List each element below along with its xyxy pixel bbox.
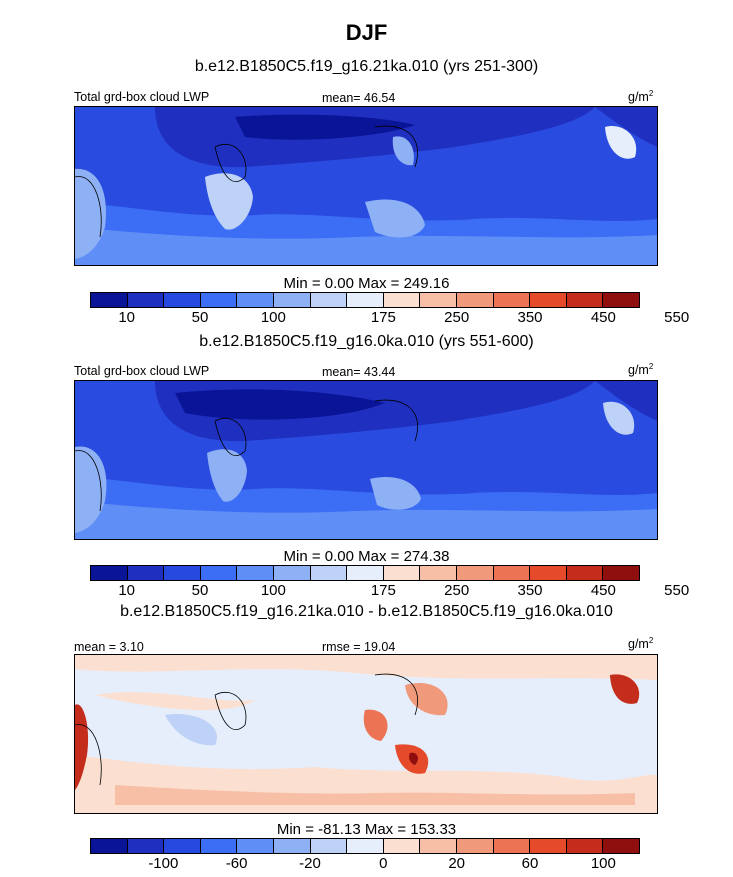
colorbar-swatch: [273, 566, 311, 580]
colorbar-swatch: [566, 566, 604, 580]
panel-3-rmse-label: rmse = 19.04: [322, 640, 396, 654]
colorbar-swatch: [347, 566, 384, 580]
colorbar-tick-label: 100: [260, 309, 286, 326]
colorbar-tick-label: 50: [191, 582, 209, 599]
colorbar-swatch: [310, 566, 348, 580]
colorbar-tick-label: 60: [521, 855, 539, 872]
panel-3-units: g/m2: [628, 636, 654, 652]
colorbar-tick-label: 350: [517, 309, 543, 326]
colorbar-swatch: [530, 293, 567, 307]
colorbar-tick-label: 10: [118, 309, 135, 326]
colorbar-tick-label: 100: [260, 582, 286, 599]
colorbar-swatch: [493, 839, 531, 853]
panel-1-title: b.e12.B1850C5.f19_g16.21ka.010 (yrs 251-…: [194, 58, 539, 75]
colorbar-swatch: [530, 839, 567, 853]
panel-2-mean-label: mean= 43.44: [322, 365, 396, 379]
colorbar-swatch: [603, 839, 639, 853]
panel-2-title: b.e12.B1850C5.f19_g16.0ka.010 (yrs 551-6…: [199, 333, 534, 350]
colorbar-swatch: [383, 293, 421, 307]
colorbar-swatch: [383, 566, 421, 580]
colorbar-tick-label: 250: [444, 582, 470, 599]
colorbar-swatch: [456, 566, 494, 580]
panel-3-colorbar: [90, 838, 640, 854]
colorbar-tick-label: 20: [448, 855, 465, 872]
colorbar-swatch: [566, 293, 604, 307]
colorbar-tick-label: 550: [664, 309, 690, 326]
colorbar-swatch: [456, 293, 494, 307]
colorbar-tick-label: 10: [118, 582, 135, 599]
colorbar-swatch: [603, 293, 639, 307]
panel-1-map: [74, 106, 658, 266]
panel-1-units: g/m2: [628, 89, 654, 105]
colorbar-tick-label: 175: [370, 582, 396, 599]
panel-1-colorbar: [90, 292, 640, 308]
colorbar-swatch: [164, 839, 201, 853]
colorbar-tick-label: -20: [299, 855, 321, 872]
panel-3-minmax: Min = -81.13 Max = 153.33: [276, 821, 457, 838]
panel-1-map-svg: [75, 107, 657, 265]
colorbar-swatch: [164, 566, 201, 580]
colorbar-swatch: [420, 566, 457, 580]
colorbar-swatch: [91, 839, 128, 853]
panel-3-map: [74, 654, 658, 814]
colorbar-tick-label: 50: [191, 309, 209, 326]
panel-2-minmax: Min = 0.00 Max = 274.38: [283, 548, 450, 565]
colorbar-swatch: [200, 839, 238, 853]
colorbar-tick-label: 450: [590, 309, 616, 326]
colorbar-swatch: [91, 566, 128, 580]
colorbar-swatch: [200, 293, 238, 307]
colorbar-tick-label: 0: [379, 855, 388, 872]
panel-3-title: b.e12.B1850C5.f19_g16.21ka.010 - b.e12.B…: [120, 603, 613, 620]
colorbar-swatch: [530, 566, 567, 580]
colorbar-swatch: [310, 839, 348, 853]
colorbar-swatch: [347, 839, 384, 853]
colorbar-swatch: [237, 839, 274, 853]
colorbar-swatch: [493, 566, 531, 580]
colorbar-swatch: [237, 293, 274, 307]
colorbar-tick-label: 550: [664, 582, 690, 599]
colorbar-tick-label: -100: [148, 855, 179, 872]
colorbar-swatch: [566, 839, 604, 853]
panel-1-minmax: Min = 0.00 Max = 249.16: [283, 275, 450, 292]
colorbar-swatch: [383, 839, 421, 853]
colorbar-swatch: [91, 293, 128, 307]
colorbar-tick-label: 450: [590, 582, 616, 599]
panel-3-map-svg: [75, 655, 657, 813]
colorbar-tick-label: 250: [444, 309, 470, 326]
colorbar-swatch: [456, 839, 494, 853]
panel-3-mean-label: mean = 3.10: [74, 640, 144, 654]
colorbar-swatch: [310, 293, 348, 307]
colorbar-tick-label: 175: [370, 309, 396, 326]
colorbar-swatch: [127, 839, 165, 853]
colorbar-swatch: [273, 293, 311, 307]
colorbar-swatch: [237, 566, 274, 580]
colorbar-tick-label: 350: [517, 582, 543, 599]
colorbar-swatch: [127, 566, 165, 580]
panel-1-variable-label: Total grd-box cloud LWP: [74, 90, 210, 104]
colorbar-swatch: [127, 293, 165, 307]
colorbar-swatch: [420, 293, 457, 307]
colorbar-swatch: [273, 839, 311, 853]
figure-title: DJF: [345, 20, 388, 45]
colorbar-tick-label: -60: [225, 855, 248, 872]
panel-2-variable-label: Total grd-box cloud LWP: [74, 364, 210, 378]
panel-2-map: [74, 380, 658, 540]
panel-2-colorbar: [90, 565, 640, 581]
panel-2-map-svg: [75, 381, 657, 539]
colorbar-swatch: [164, 293, 201, 307]
colorbar-swatch: [200, 566, 238, 580]
colorbar-swatch: [603, 566, 639, 580]
colorbar-swatch: [347, 293, 384, 307]
colorbar-swatch: [493, 293, 531, 307]
panel-2-units: g/m2: [628, 362, 654, 378]
colorbar-swatch: [420, 839, 457, 853]
panel-1-mean-label: mean= 46.54: [322, 91, 396, 105]
colorbar-tick-label: 100: [590, 855, 616, 872]
